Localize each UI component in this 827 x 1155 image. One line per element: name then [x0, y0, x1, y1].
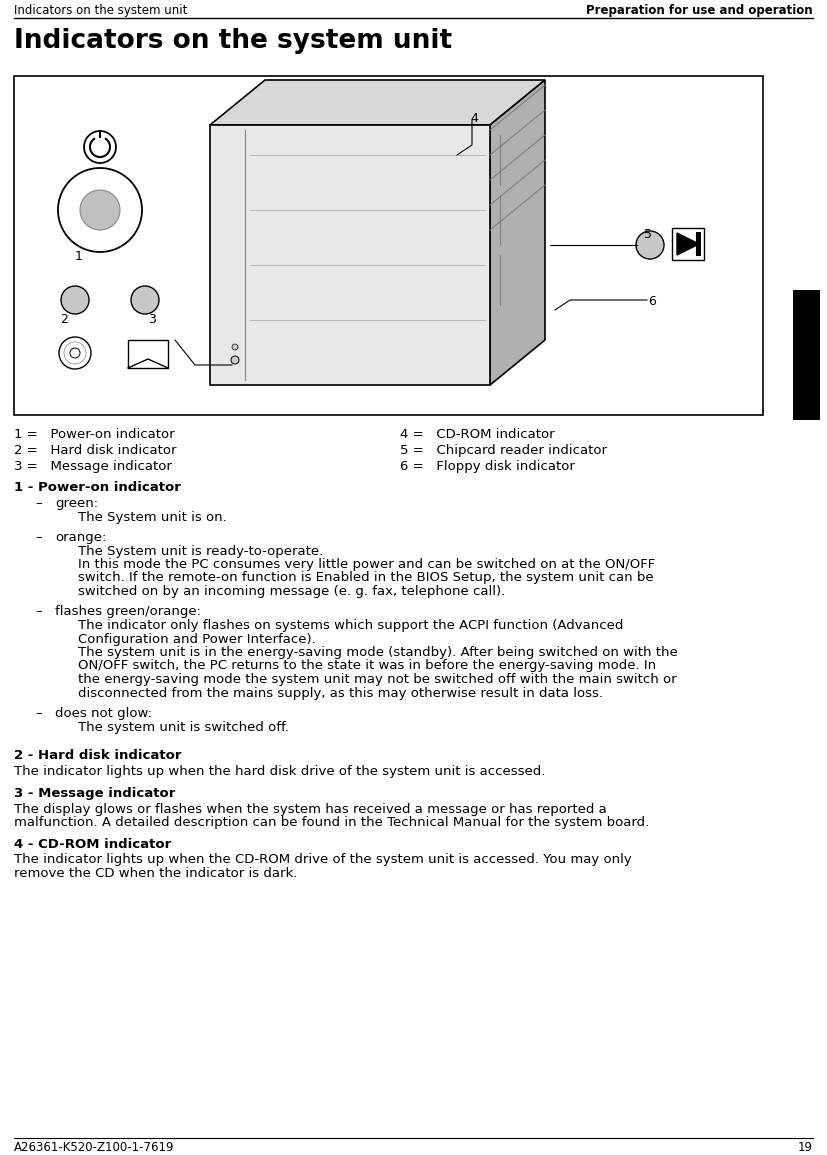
Text: remove the CD when the indicator is dark.: remove the CD when the indicator is dark…	[14, 867, 298, 880]
Text: –: –	[35, 707, 41, 720]
Text: 6: 6	[648, 295, 656, 308]
Circle shape	[636, 231, 664, 259]
Text: 4: 4	[470, 112, 478, 125]
Text: 19: 19	[798, 1141, 813, 1154]
Circle shape	[232, 344, 238, 350]
Bar	[696, 232, 701, 256]
Text: 1 =   Power-on indicator: 1 = Power-on indicator	[14, 429, 174, 441]
Polygon shape	[490, 80, 545, 385]
Text: The display glows or flashes when the system has received a message or has repor: The display glows or flashes when the sy…	[14, 803, 607, 815]
Bar	[14, 76, 763, 415]
Text: Indicators on the system unit: Indicators on the system unit	[14, 28, 452, 54]
Text: disconnected from the mains supply, as this may otherwise result in data loss.: disconnected from the mains supply, as t…	[78, 686, 603, 700]
Text: The System unit is ready-to-operate.: The System unit is ready-to-operate.	[78, 544, 323, 558]
Text: 2: 2	[60, 313, 68, 326]
Bar	[128, 340, 168, 368]
Text: The system unit is switched off.: The system unit is switched off.	[78, 721, 289, 733]
Text: Indicators on the system unit: Indicators on the system unit	[14, 3, 188, 17]
Text: switch. If the remote-on function is Enabled in the BIOS Setup, the system unit : switch. If the remote-on function is Ena…	[78, 572, 653, 584]
Text: Configuration and Power Interface).: Configuration and Power Interface).	[78, 633, 316, 646]
Text: orange:: orange:	[55, 531, 107, 544]
Circle shape	[61, 286, 89, 314]
Text: 6 =   Floppy disk indicator: 6 = Floppy disk indicator	[400, 460, 575, 474]
Polygon shape	[210, 80, 545, 125]
Circle shape	[59, 337, 91, 368]
Circle shape	[58, 167, 142, 252]
Text: 3: 3	[148, 313, 155, 326]
Polygon shape	[677, 233, 699, 255]
Polygon shape	[210, 125, 490, 385]
Text: malfunction. A detailed description can be found in the Technical Manual for the: malfunction. A detailed description can …	[14, 815, 649, 829]
Text: In this mode the PC consumes very little power and can be switched on at the ON/: In this mode the PC consumes very little…	[78, 558, 655, 571]
Text: The system unit is in the energy-saving mode (standby). After being switched on : The system unit is in the energy-saving …	[78, 646, 678, 660]
Circle shape	[131, 286, 159, 314]
Circle shape	[80, 191, 120, 230]
Text: 1: 1	[75, 249, 83, 263]
Circle shape	[70, 348, 80, 358]
Text: 5: 5	[644, 228, 652, 241]
Text: The indicator lights up when the hard disk drive of the system unit is accessed.: The indicator lights up when the hard di…	[14, 765, 545, 778]
Text: ON/OFF switch, the PC returns to the state it was in before the energy-saving mo: ON/OFF switch, the PC returns to the sta…	[78, 660, 656, 672]
Text: 4 =   CD-ROM indicator: 4 = CD-ROM indicator	[400, 429, 555, 441]
Text: –: –	[35, 531, 41, 544]
Text: 2 - Hard disk indicator: 2 - Hard disk indicator	[14, 748, 181, 762]
Text: A26361-K520-Z100-1-7619: A26361-K520-Z100-1-7619	[14, 1141, 174, 1154]
Text: switched on by an incoming message (e. g. fax, telephone call).: switched on by an incoming message (e. g…	[78, 584, 505, 598]
Text: flashes green/orange:: flashes green/orange:	[55, 605, 201, 618]
Text: 3 =   Message indicator: 3 = Message indicator	[14, 460, 172, 474]
Text: 5 =   Chipcard reader indicator: 5 = Chipcard reader indicator	[400, 444, 607, 457]
Text: 4 - CD-ROM indicator: 4 - CD-ROM indicator	[14, 837, 171, 850]
Text: 2 =   Hard disk indicator: 2 = Hard disk indicator	[14, 444, 176, 457]
Text: 1 - Power-on indicator: 1 - Power-on indicator	[14, 480, 181, 494]
Text: 3 - Message indicator: 3 - Message indicator	[14, 787, 175, 799]
Circle shape	[84, 131, 116, 163]
Text: The System unit is on.: The System unit is on.	[78, 511, 227, 523]
Text: the energy-saving mode the system unit may not be switched off with the main swi: the energy-saving mode the system unit m…	[78, 673, 676, 686]
Text: The indicator only flashes on systems which support the ACPI function (Advanced: The indicator only flashes on systems wh…	[78, 619, 624, 632]
Text: –: –	[35, 605, 41, 618]
Bar	[793, 290, 820, 420]
Text: does not glow:: does not glow:	[55, 707, 152, 720]
Text: green:: green:	[55, 497, 98, 511]
Text: The indicator lights up when the CD-ROM drive of the system unit is accessed. Yo: The indicator lights up when the CD-ROM …	[14, 854, 632, 866]
Text: –: –	[35, 497, 41, 511]
Text: Preparation for use and operation: Preparation for use and operation	[586, 3, 813, 17]
Bar	[672, 228, 704, 260]
Circle shape	[231, 356, 239, 364]
